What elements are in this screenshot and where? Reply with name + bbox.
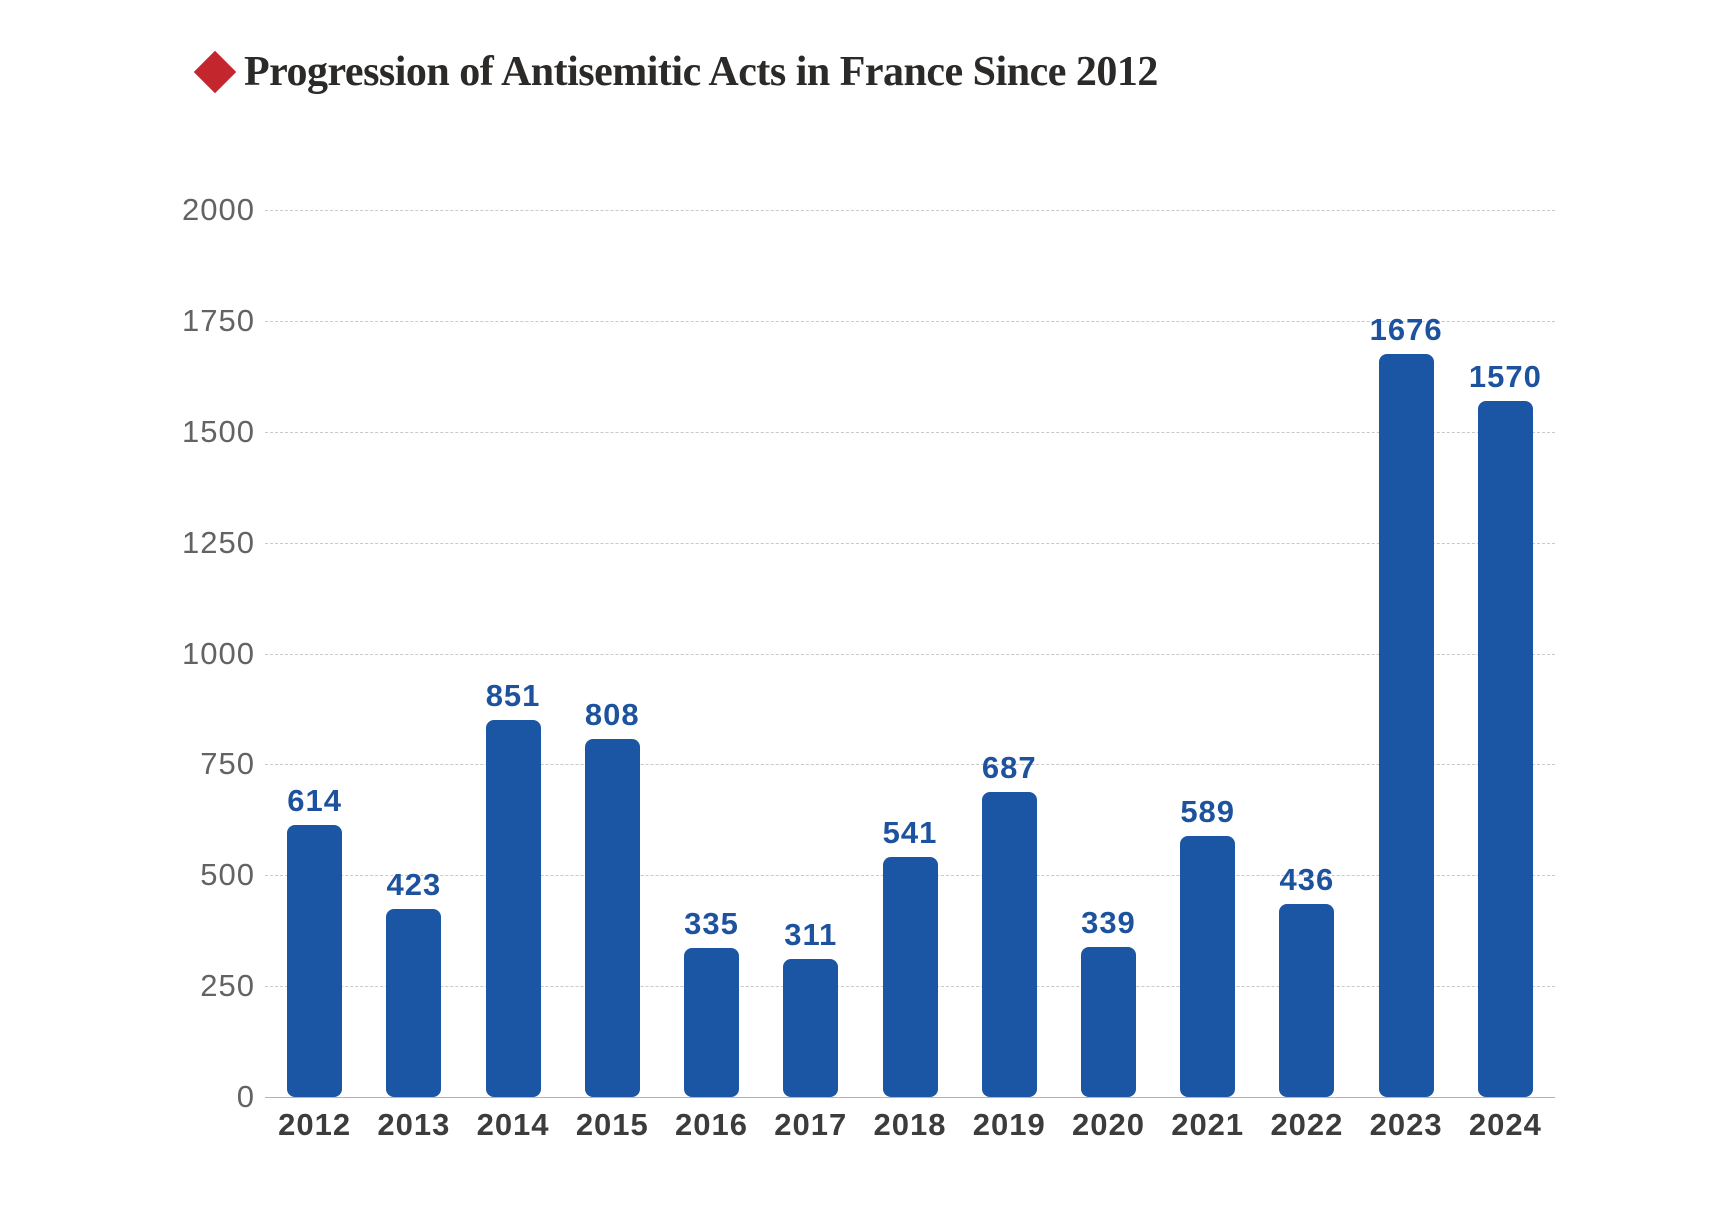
chart-title: Progression of Antisemitic Acts in Franc… xyxy=(244,49,1158,95)
chart-header: Progression of Antisemitic Acts in Franc… xyxy=(193,48,1158,96)
gridline-1500 xyxy=(265,431,1555,433)
gridline-2000 xyxy=(265,210,1555,211)
gridline-0 xyxy=(265,1097,1555,1098)
bar-value-label-2015: 808 xyxy=(584,696,640,732)
y-axis-tick-label: 2000 xyxy=(182,192,255,227)
y-axis-tick-label: 1250 xyxy=(182,524,255,560)
x-axis-tick-label-2020: 2020 xyxy=(1071,1107,1145,1142)
x-axis-tick-label-2014: 2014 xyxy=(476,1107,550,1142)
gridline-1750 xyxy=(265,320,1555,322)
bar-2022 xyxy=(1279,903,1335,1097)
bar-value-label-2021: 589 xyxy=(1180,793,1236,829)
bar-value-label-2013: 423 xyxy=(386,867,442,903)
x-axis-tick-label-2013: 2013 xyxy=(377,1107,451,1142)
y-axis-tick-label: 0 xyxy=(236,1079,255,1114)
gridline-750 xyxy=(265,764,1555,766)
x-axis-tick-label-2017: 2017 xyxy=(774,1107,848,1142)
gridline-1000 xyxy=(265,653,1555,655)
x-axis-tick-label-2019: 2019 xyxy=(972,1107,1046,1142)
y-axis-tick-label: 250 xyxy=(200,968,255,1004)
y-axis-tick-label: 500 xyxy=(200,857,255,893)
bar-2016 xyxy=(684,948,740,1097)
x-axis-tick-label-2022: 2022 xyxy=(1270,1107,1344,1142)
bar-value-label-2014: 851 xyxy=(485,677,541,713)
x-axis-tick-label-2023: 2023 xyxy=(1369,1107,1443,1142)
bar-value-label-2020: 339 xyxy=(1081,904,1136,940)
y-axis-tick-label: 1500 xyxy=(182,413,255,449)
bar-value-label-2023: 1676 xyxy=(1369,311,1443,347)
gridline-1250 xyxy=(265,542,1555,544)
bar-value-label-2012: 614 xyxy=(287,782,342,818)
x-axis-tick-label-2015: 2015 xyxy=(575,1107,649,1142)
bar-2012 xyxy=(287,824,343,1097)
bar-2023 xyxy=(1378,353,1434,1097)
bar-2013 xyxy=(386,909,442,1097)
bar-2018 xyxy=(882,857,938,1097)
y-axis-tick-label: 750 xyxy=(200,746,255,782)
bar-value-label-2018: 541 xyxy=(882,815,938,851)
bar-2017 xyxy=(783,959,839,1097)
x-axis-tick-label-2021: 2021 xyxy=(1171,1107,1245,1142)
bar-2014 xyxy=(485,719,541,1097)
bar-2024 xyxy=(1477,400,1533,1097)
y-axis-tick-label: 1750 xyxy=(182,302,255,338)
bar-2019 xyxy=(981,792,1037,1097)
bar-value-label-2024: 1570 xyxy=(1468,358,1542,394)
x-axis-tick-label-2024: 2024 xyxy=(1468,1107,1542,1142)
bar-value-label-2017: 311 xyxy=(784,917,838,953)
bar-value-label-2019: 687 xyxy=(981,750,1037,786)
bar-2015 xyxy=(584,738,640,1097)
y-axis-tick-label: 1000 xyxy=(182,635,255,671)
bar-value-label-2022: 436 xyxy=(1279,861,1335,897)
bar-value-label-2016: 335 xyxy=(684,906,739,942)
x-axis-tick-label-2018: 2018 xyxy=(873,1107,947,1142)
x-axis-tick-label-2012: 2012 xyxy=(278,1107,352,1142)
x-axis-tick-label-2016: 2016 xyxy=(675,1107,749,1142)
bar-2020 xyxy=(1080,946,1136,1097)
bar-2021 xyxy=(1180,835,1236,1097)
